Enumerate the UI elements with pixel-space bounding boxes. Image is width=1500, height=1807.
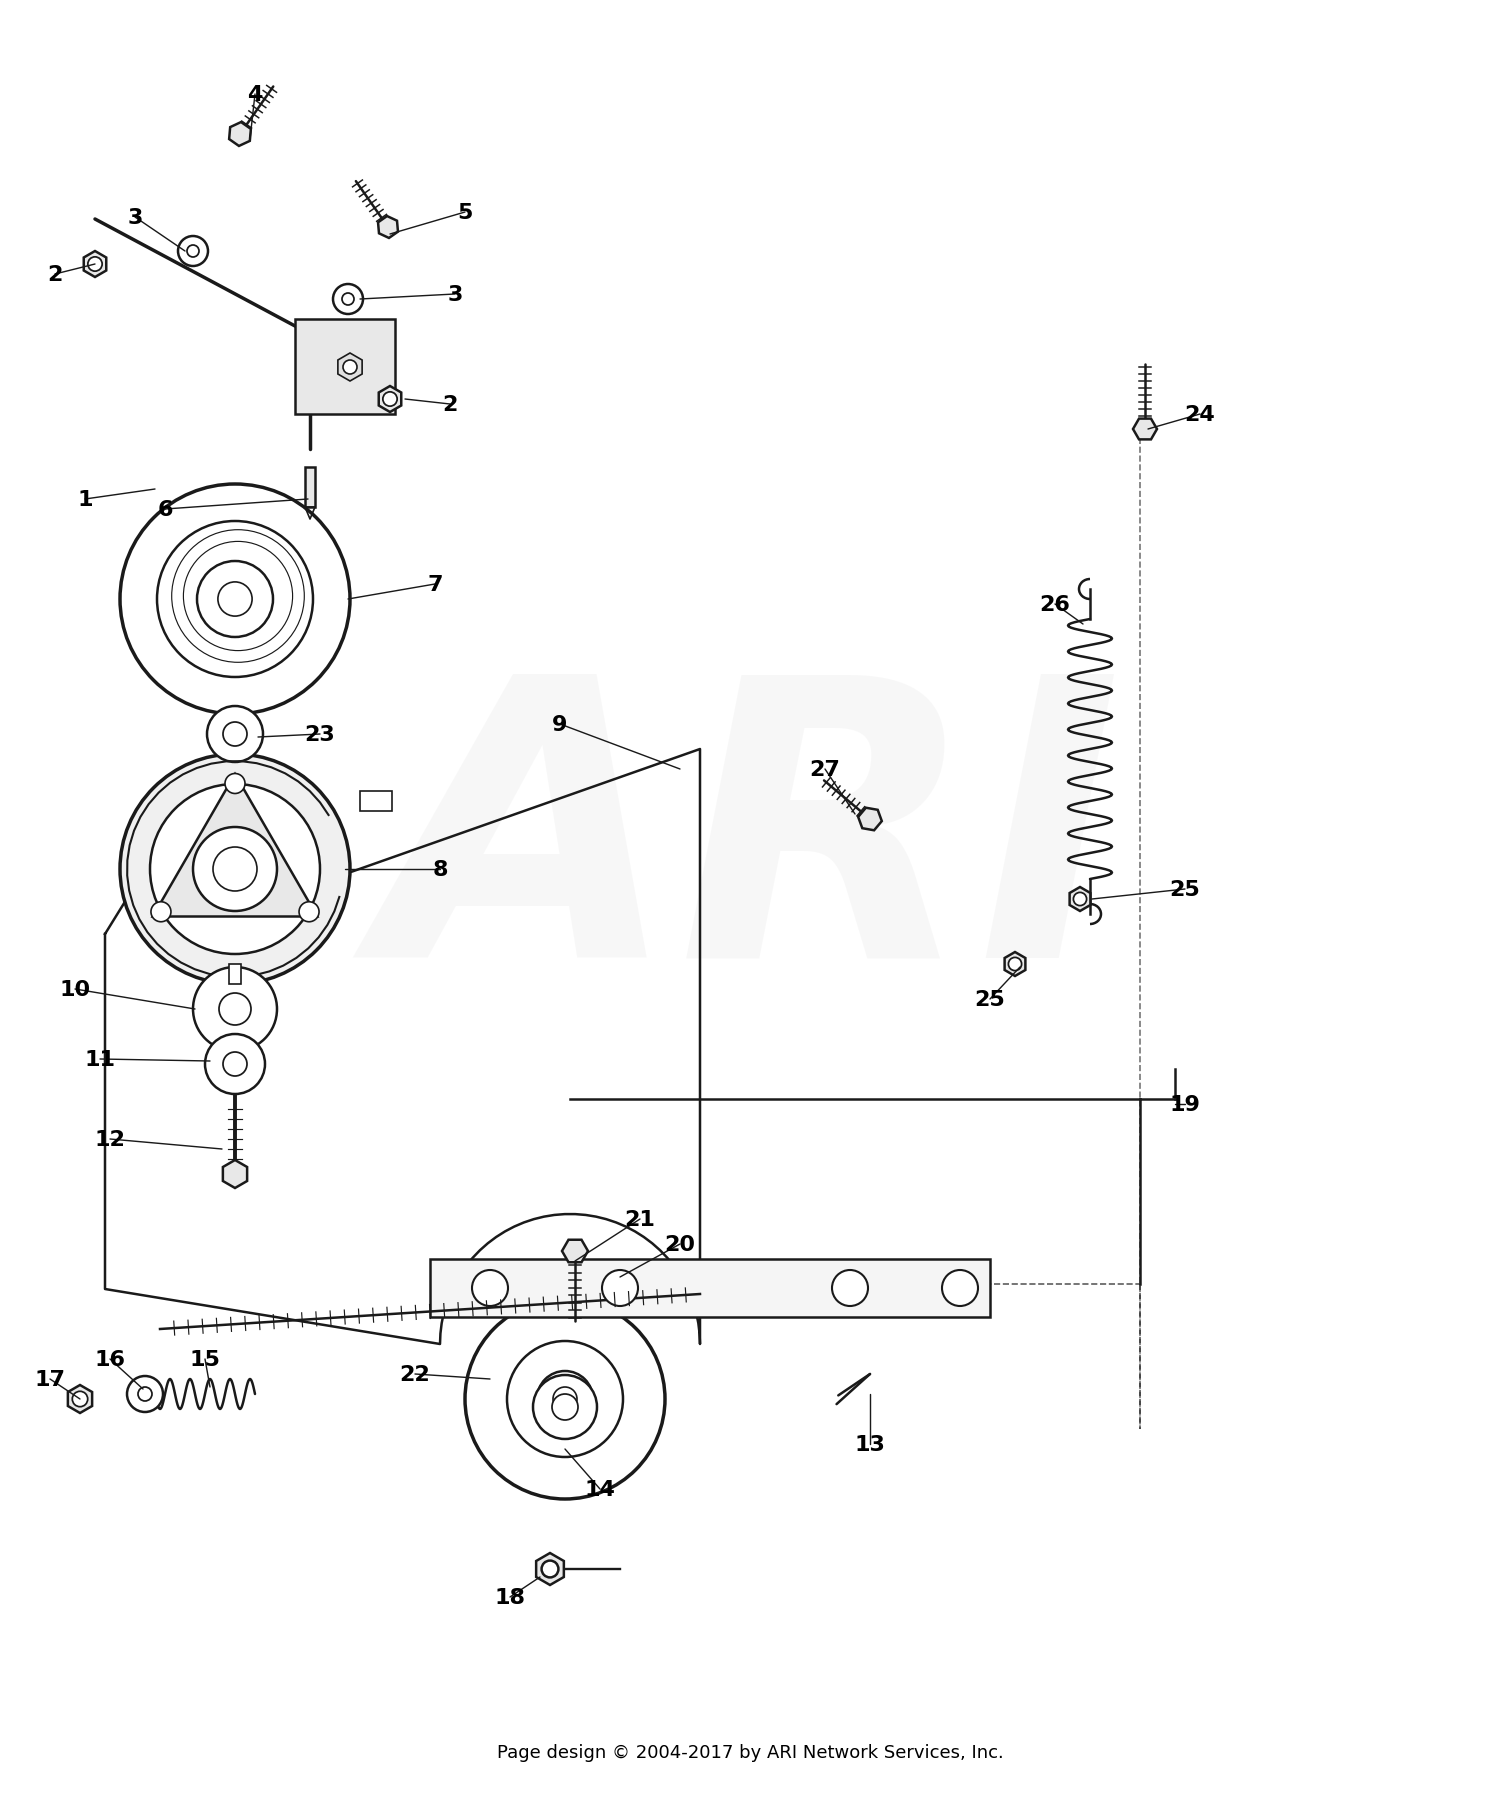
Circle shape	[120, 484, 350, 714]
Circle shape	[88, 258, 102, 273]
Circle shape	[1008, 958, 1022, 970]
Text: 16: 16	[94, 1350, 126, 1370]
Text: ARI: ARI	[378, 661, 1122, 1037]
Text: 19: 19	[1170, 1095, 1200, 1115]
Circle shape	[138, 1388, 152, 1400]
Text: 23: 23	[304, 725, 336, 744]
Circle shape	[382, 392, 398, 407]
Circle shape	[158, 522, 314, 678]
Circle shape	[542, 1559, 560, 1578]
FancyBboxPatch shape	[360, 791, 392, 811]
Circle shape	[196, 562, 273, 638]
Text: 10: 10	[60, 979, 90, 999]
Circle shape	[224, 1052, 248, 1077]
Text: 11: 11	[84, 1050, 116, 1070]
Circle shape	[207, 707, 262, 763]
Circle shape	[72, 1391, 87, 1408]
Text: 21: 21	[624, 1209, 656, 1229]
Circle shape	[219, 994, 251, 1025]
Circle shape	[152, 902, 171, 922]
Circle shape	[206, 1034, 266, 1095]
Text: 25: 25	[1170, 880, 1200, 900]
Text: 13: 13	[855, 1435, 885, 1455]
Circle shape	[552, 1395, 578, 1420]
Circle shape	[465, 1299, 664, 1500]
Circle shape	[344, 361, 357, 374]
Circle shape	[213, 847, 256, 891]
Text: 20: 20	[664, 1234, 696, 1254]
Polygon shape	[153, 775, 318, 916]
Circle shape	[537, 1372, 592, 1428]
Circle shape	[194, 967, 278, 1052]
Circle shape	[120, 755, 350, 985]
Circle shape	[217, 582, 252, 616]
Circle shape	[507, 1341, 622, 1456]
Circle shape	[333, 286, 363, 314]
FancyBboxPatch shape	[230, 965, 242, 985]
Text: 9: 9	[552, 714, 567, 735]
Text: 14: 14	[585, 1480, 615, 1500]
FancyBboxPatch shape	[304, 468, 315, 508]
Text: 6: 6	[158, 501, 172, 520]
Text: 25: 25	[975, 990, 1005, 1010]
Circle shape	[472, 1270, 508, 1306]
Circle shape	[298, 902, 320, 922]
Circle shape	[188, 246, 200, 258]
FancyBboxPatch shape	[296, 320, 394, 416]
Text: 17: 17	[34, 1370, 66, 1390]
Circle shape	[554, 1388, 578, 1411]
Text: 3: 3	[447, 286, 462, 305]
Text: 1: 1	[78, 490, 93, 510]
Text: 22: 22	[399, 1364, 430, 1384]
Text: 15: 15	[189, 1350, 220, 1370]
Circle shape	[1074, 893, 1086, 905]
Text: 8: 8	[432, 860, 447, 880]
Circle shape	[225, 773, 245, 793]
Text: 5: 5	[458, 202, 472, 222]
Circle shape	[602, 1270, 638, 1306]
Circle shape	[833, 1270, 868, 1306]
Text: 12: 12	[94, 1129, 126, 1149]
Text: 3: 3	[128, 208, 142, 228]
Text: 18: 18	[495, 1587, 525, 1606]
Circle shape	[542, 1561, 558, 1578]
Circle shape	[942, 1270, 978, 1306]
Text: 26: 26	[1040, 595, 1071, 614]
Circle shape	[194, 828, 278, 911]
Text: 24: 24	[1185, 405, 1215, 425]
FancyBboxPatch shape	[430, 1259, 990, 1317]
Circle shape	[150, 784, 320, 954]
Text: 4: 4	[248, 85, 262, 105]
Text: 27: 27	[810, 759, 840, 779]
Text: 2: 2	[442, 394, 458, 416]
Text: Page design © 2004-2017 by ARI Network Services, Inc.: Page design © 2004-2017 by ARI Network S…	[496, 1744, 1004, 1762]
Text: 2: 2	[48, 266, 63, 286]
Circle shape	[128, 1377, 164, 1413]
Circle shape	[532, 1375, 597, 1438]
Circle shape	[224, 723, 248, 746]
Text: 7: 7	[427, 575, 442, 595]
Circle shape	[342, 295, 354, 305]
Circle shape	[178, 237, 209, 267]
